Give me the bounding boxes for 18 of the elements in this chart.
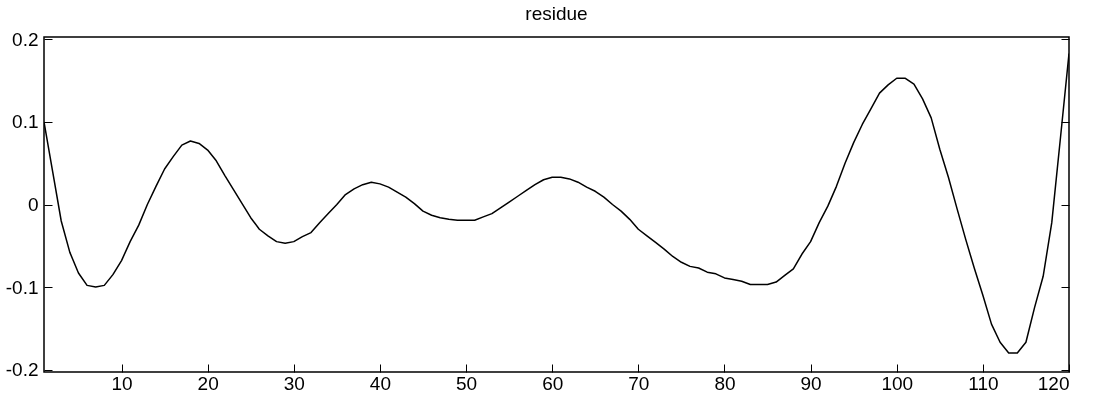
y-tick-label: -0.1 xyxy=(5,276,39,298)
x-tick-label: 100 xyxy=(881,372,914,394)
chart-title: residue xyxy=(525,3,588,25)
x-tick-label: 10 xyxy=(111,372,133,394)
x-tick-label: 120 xyxy=(1037,372,1070,394)
y-tick-label: 0.1 xyxy=(12,111,39,133)
x-tick-label: 30 xyxy=(283,372,305,394)
x-tick-label: 20 xyxy=(197,372,219,394)
y-tick-label: -0.2 xyxy=(5,359,39,381)
x-tick-label: 50 xyxy=(455,372,478,394)
y-tick-label: 0.2 xyxy=(12,28,39,50)
x-tick-label: 80 xyxy=(714,372,736,394)
x-tick-label: 110 xyxy=(968,372,999,394)
x-tick-label: 40 xyxy=(369,372,391,394)
y-tick-label: 0 xyxy=(27,194,39,215)
x-tick-label: 90 xyxy=(800,372,822,394)
x-tick-label: 70 xyxy=(628,372,650,394)
x-tick-label: 60 xyxy=(542,372,564,394)
